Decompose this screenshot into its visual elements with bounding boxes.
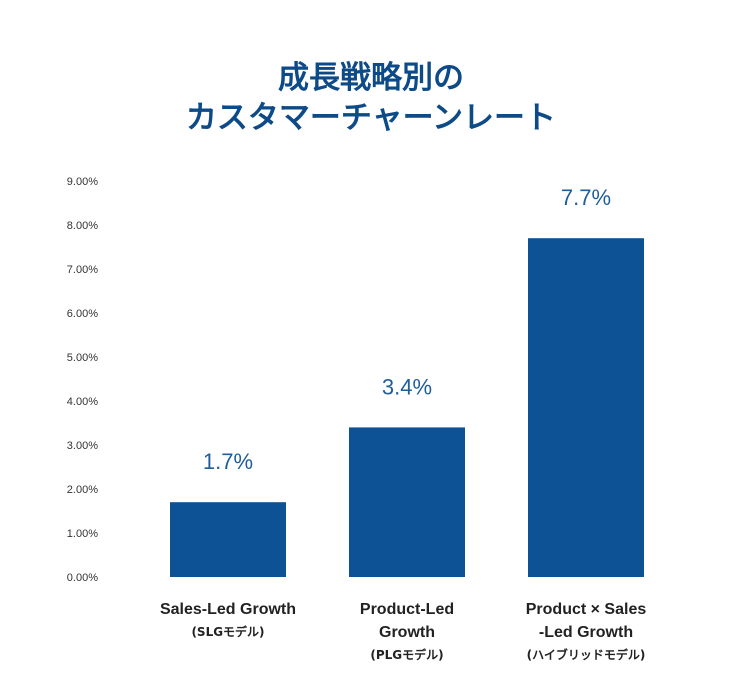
bar [170,502,286,577]
category-sublabel: (PLGモデル) [370,648,444,662]
chart-title-line-1: 成長戦略別の [278,60,464,96]
y-tick-label: 0.00% [67,572,98,584]
data-label: 7.7% [561,185,611,210]
y-tick-label: 3.00% [67,440,98,452]
category-label: Product × Sales -Led Growth (ハイブリッドモデル) [491,598,681,666]
y-tick-label: 5.00% [67,352,98,364]
y-tick-label: 4.00% [67,396,98,408]
y-tick-label: 9.00% [67,176,98,188]
bar [349,427,465,577]
data-label: 1.7% [203,449,253,474]
category-label: Sales-Led Growth (SLGモデル) [133,598,323,643]
category-sublabel: (ハイブリッドモデル) [526,648,646,662]
y-tick-label: 7.00% [67,264,98,276]
chart-title-line-2: カスタマーチャーンレート [185,100,557,136]
data-label: 3.4% [382,374,432,399]
bar [528,238,644,577]
category-label-line: Growth [379,624,435,641]
y-tick-label: 6.00% [67,308,98,320]
category-label-line: -Led Growth [538,624,634,641]
category-label-line: Product-Led [359,601,455,618]
y-tick-label: 8.00% [67,220,98,232]
category-label-line: Sales-Led Growth [159,601,297,618]
category-sublabel: (SLGモデル) [191,625,265,639]
y-tick-label: 1.00% [67,528,98,540]
y-tick-label: 2.00% [67,484,98,496]
chart-title: 成長戦略別の カスタマーチャーンレート [0,58,742,138]
category-label: Product-Led Growth (PLGモデル) [312,598,502,666]
category-label-line: Product × Sales [525,601,647,618]
